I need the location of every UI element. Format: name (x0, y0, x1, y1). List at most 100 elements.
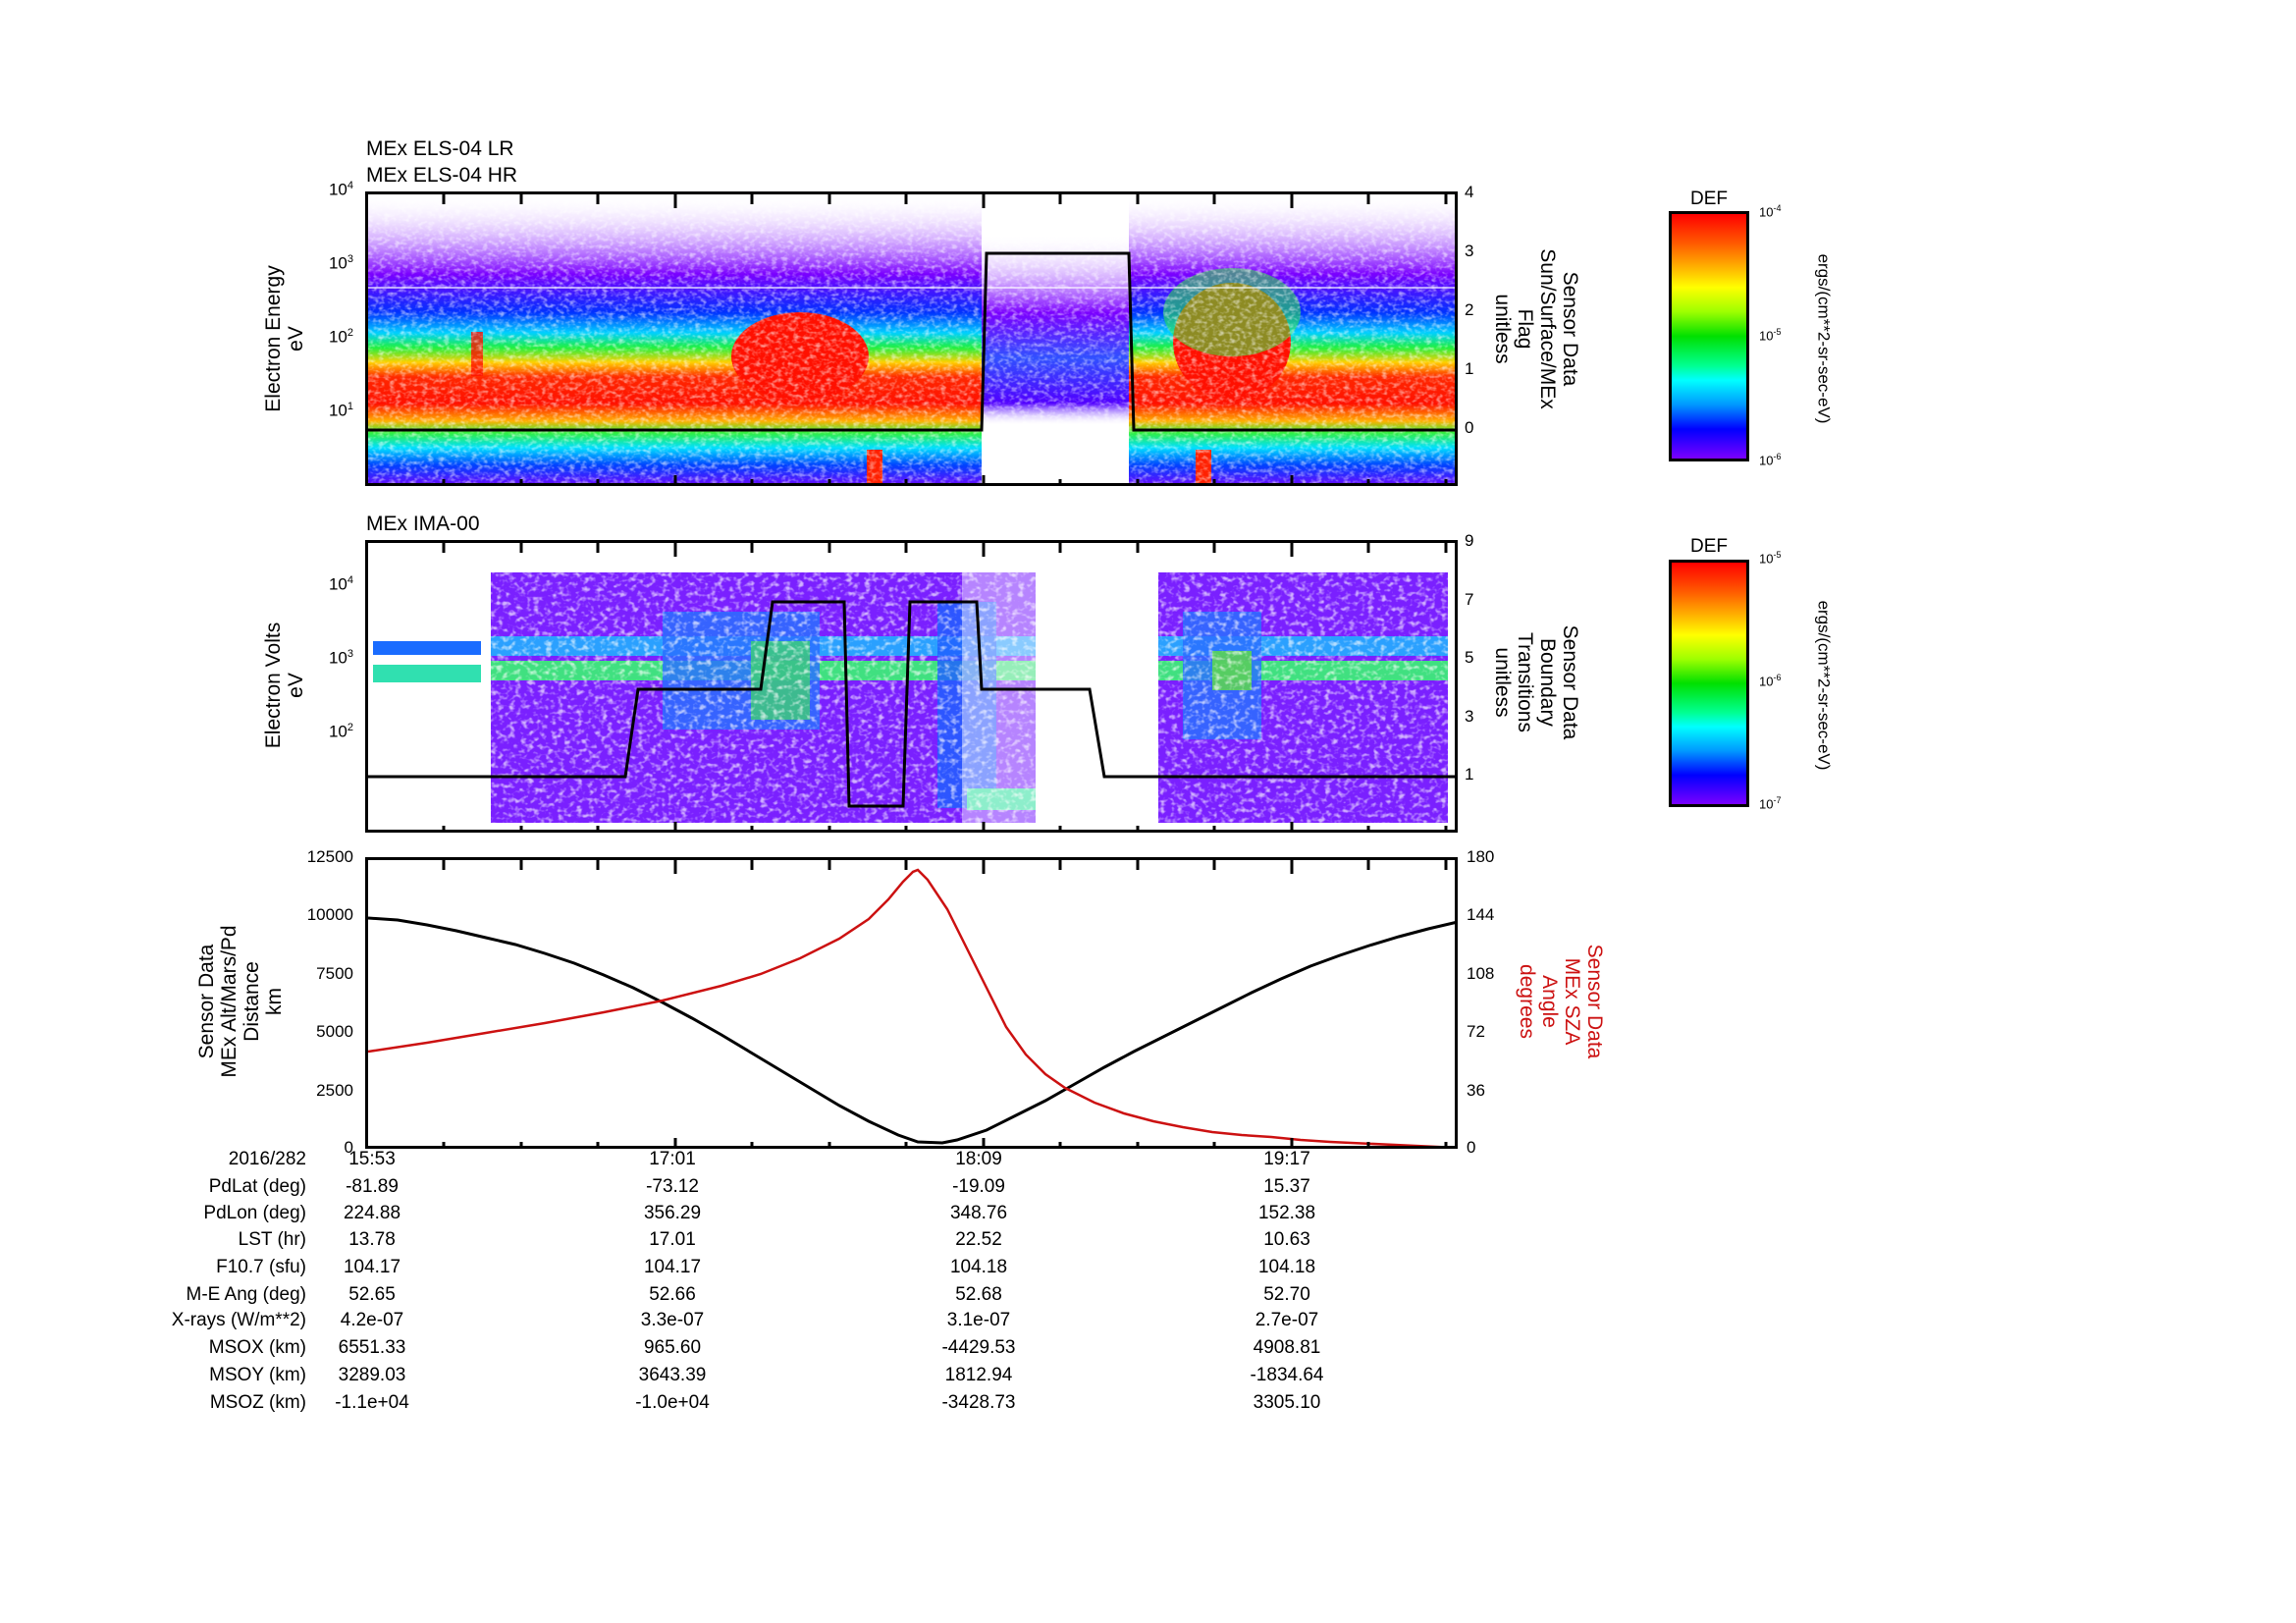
row-value: 356.29 (643, 1203, 702, 1223)
orbit-ltick-0: 0 (344, 1138, 353, 1157)
row-value: 52.66 (649, 1284, 696, 1305)
row-label: PdLon (deg) (203, 1203, 306, 1223)
els-cbar-tick-mid: 10-5 (1759, 327, 1782, 344)
time-label-2: 18:09 (955, 1149, 1002, 1169)
ima-right-axis-label: Sensor Data Boundary Transitions unitless (1491, 624, 1581, 740)
row-value: -81.89 (346, 1176, 399, 1197)
els-rtick-1: 1 (1465, 359, 1474, 378)
ima-colorbar-units: ergs/(cm**2-sr-sec-eV) (1814, 600, 1834, 771)
orbit-ltick-12500: 12500 (306, 847, 353, 866)
row-value: 224.88 (343, 1203, 401, 1223)
ima-ytick-1e3: 103 (328, 648, 353, 668)
sza-line (368, 868, 1442, 1146)
orbit-rtick-108: 108 (1467, 964, 1495, 983)
ima-ytick-1e2: 102 (328, 722, 353, 741)
orbit-left-axis-label: Sensor Data MEx Alt/Mars/Pd Distance km (195, 925, 286, 1078)
ima-colorbar-title: DEF (1690, 536, 1728, 557)
row-value: 3305.10 (1253, 1392, 1321, 1413)
row-value: 104.17 (343, 1257, 401, 1277)
orbit-ltick-5000: 5000 (316, 1022, 353, 1041)
orbit-ltick-7500: 7500 (316, 964, 353, 983)
row-value: 4.2e-07 (340, 1310, 404, 1330)
orbit-right-axis-label: Sensor Data MEx SZA Angle degrees (1516, 944, 1606, 1059)
ima-colorbar (1669, 560, 1749, 807)
row-value: 52.65 (348, 1284, 396, 1305)
orbit-rtick-144: 144 (1467, 905, 1495, 924)
row-value: 15.37 (1263, 1176, 1310, 1197)
els-ytick-1e4: 104 (328, 180, 353, 199)
row-value: 104.18 (1257, 1257, 1316, 1277)
row-value: 104.18 (949, 1257, 1008, 1277)
row-value: 13.78 (348, 1229, 396, 1250)
row-value: 3289.03 (338, 1365, 406, 1385)
ima-ytick-1e4: 104 (328, 574, 353, 594)
orbit-line-panel (365, 857, 1458, 1149)
ima-rtick-3: 3 (1465, 707, 1474, 726)
orbit-rtick-180: 180 (1467, 847, 1495, 866)
els-colorbar-units: ergs/(cm**2-sr-sec-eV) (1814, 253, 1834, 424)
row-label: M-E Ang (deg) (186, 1284, 307, 1305)
els-spectrogram-plot (368, 194, 1455, 483)
ima-rtick-5: 5 (1465, 648, 1474, 667)
row-value: 52.70 (1263, 1284, 1310, 1305)
ephemeris-date: 2016/282 (228, 1149, 306, 1169)
els-rtick-2: 2 (1465, 300, 1474, 319)
ima-y-axis-label: Electron Volts eV (262, 622, 307, 749)
row-label: LST (hr) (238, 1229, 306, 1250)
els-rtick-3: 3 (1465, 242, 1474, 260)
els-right-axis-label: Sensor Data Sun/Surface/MEx Flag unitless (1491, 248, 1581, 409)
els-ytick-1e3: 103 (328, 253, 353, 273)
ima-rtick-7: 7 (1465, 590, 1474, 609)
time-label-3: 19:17 (1263, 1149, 1310, 1169)
ima-cbar-tick-bottom: 10-7 (1759, 795, 1782, 812)
orbit-rtick-0: 0 (1467, 1138, 1476, 1157)
row-value: 104.17 (643, 1257, 702, 1277)
row-value: -1.0e+04 (635, 1392, 710, 1413)
els-cbar-tick-bottom: 10-6 (1759, 452, 1782, 468)
orbit-line-plot (368, 860, 1455, 1146)
ima-title: MEx IMA-00 (366, 513, 480, 535)
row-value: 4908.81 (1253, 1337, 1321, 1358)
row-value: 6551.33 (338, 1337, 406, 1358)
els-title-line-2: MEx ELS-04 HR (366, 164, 518, 187)
row-value: 52.68 (955, 1284, 1002, 1305)
els-colorbar-title: DEF (1690, 189, 1728, 209)
row-label: MSOX (km) (208, 1337, 306, 1358)
els-cbar-tick-top: 10-4 (1759, 203, 1782, 220)
row-label: MSOZ (km) (209, 1392, 306, 1413)
orbit-ltick-10000: 10000 (306, 905, 353, 924)
time-label-0: 15:53 (348, 1149, 396, 1169)
els-rtick-0: 0 (1465, 418, 1474, 437)
altitude-line (368, 916, 1455, 1145)
row-value: 17.01 (649, 1229, 696, 1250)
row-value: 3643.39 (638, 1365, 707, 1385)
orbit-ltick-2500: 2500 (316, 1081, 353, 1100)
ima-cbar-tick-top: 10-5 (1759, 550, 1782, 567)
row-value: -1.1e+04 (335, 1392, 409, 1413)
els-title-line-1: MEx ELS-04 LR (366, 137, 514, 160)
els-y-axis-label: Electron Energy eV (262, 265, 307, 412)
row-value: -1834.64 (1250, 1365, 1324, 1385)
els-ytick-1e1: 101 (328, 401, 353, 420)
row-value: -4429.53 (941, 1337, 1016, 1358)
row-value: 1812.94 (944, 1365, 1013, 1385)
orbit-rtick-36: 36 (1467, 1081, 1485, 1100)
els-rtick-4: 4 (1465, 183, 1474, 201)
ima-cbar-tick-mid: 10-6 (1759, 673, 1782, 689)
row-label: X-rays (W/m**2) (171, 1310, 306, 1330)
els-ytick-1e2: 102 (328, 327, 353, 347)
row-value: -73.12 (646, 1176, 699, 1197)
row-label: MSOY (km) (209, 1365, 306, 1385)
row-label: PdLat (deg) (208, 1176, 306, 1197)
ima-spectrogram-panel (365, 540, 1458, 833)
orbit-rtick-72: 72 (1467, 1022, 1485, 1041)
row-value: 10.63 (1263, 1229, 1310, 1250)
boundary-transitions-line (368, 600, 1455, 808)
row-value: 3.3e-07 (640, 1310, 705, 1330)
row-value: 152.38 (1257, 1203, 1316, 1223)
row-value: 965.60 (643, 1337, 702, 1358)
time-label-1: 17:01 (649, 1149, 696, 1169)
ima-spectrogram-plot (368, 543, 1455, 830)
row-value: -3428.73 (941, 1392, 1016, 1413)
els-spectrogram-panel (365, 191, 1458, 486)
